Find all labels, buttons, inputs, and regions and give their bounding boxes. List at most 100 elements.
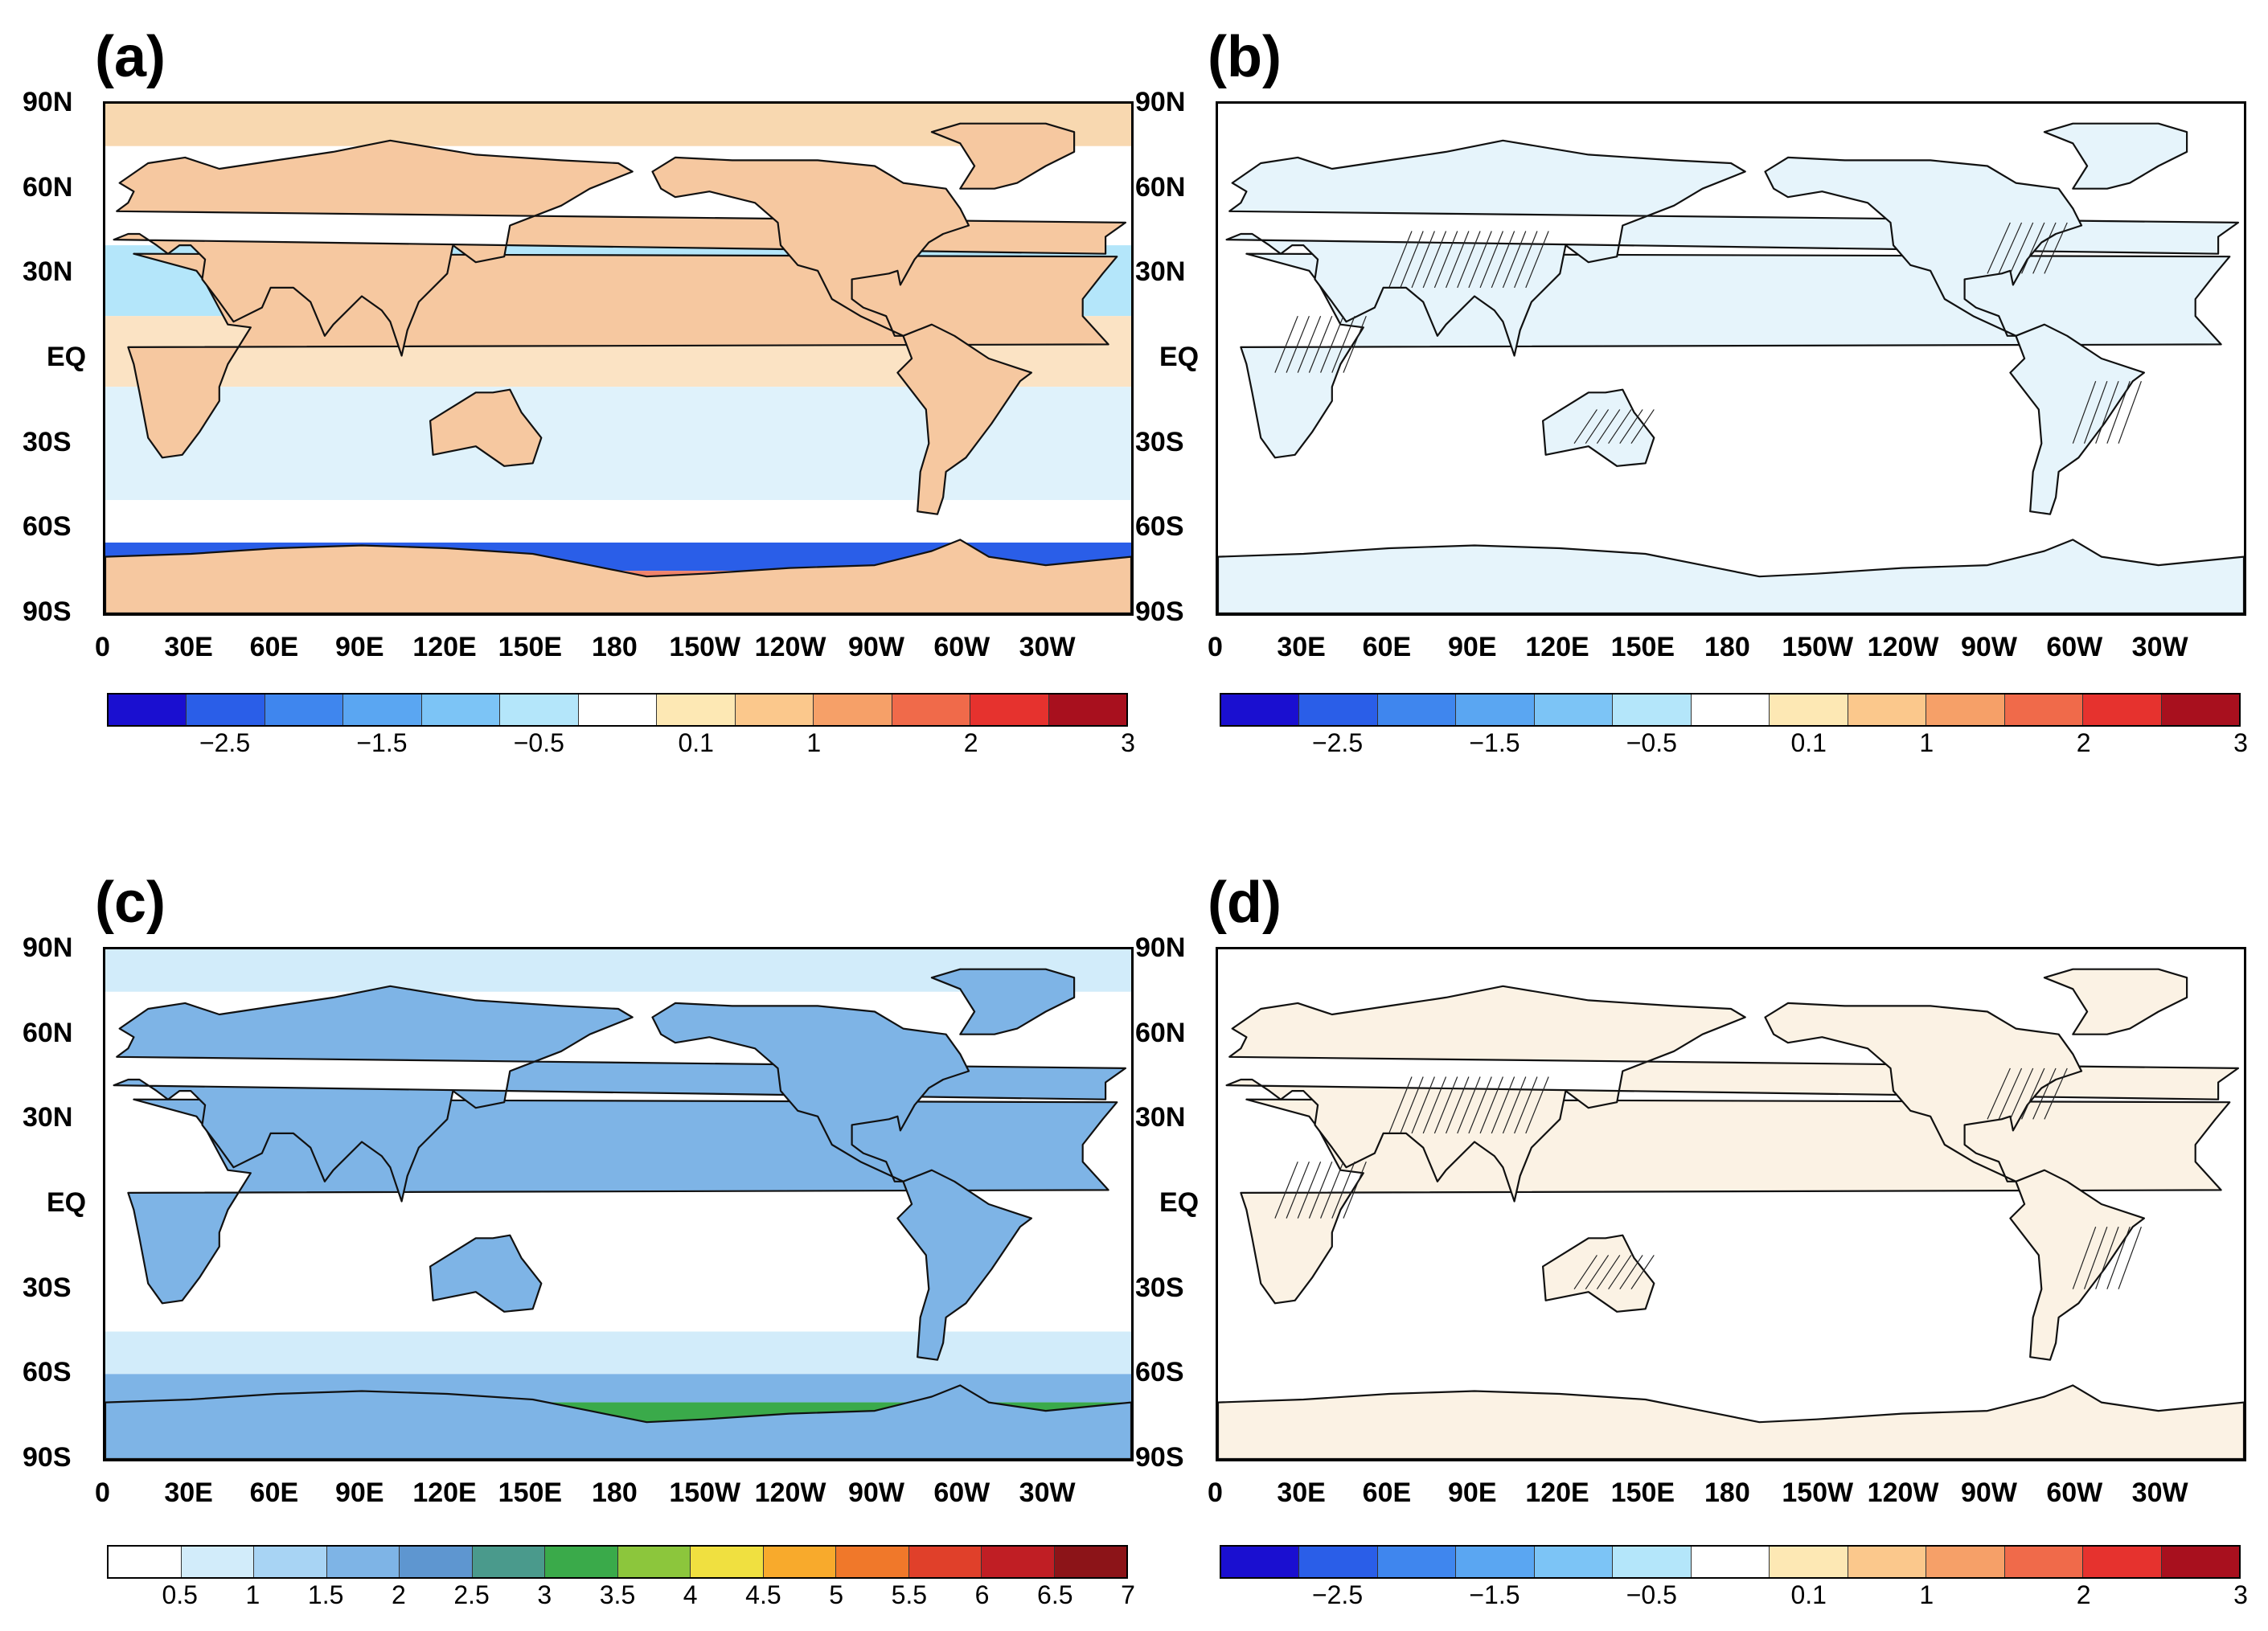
panel-b-hatch-line	[1331, 315, 1355, 373]
panel-d-coastline-southAmerica	[2009, 1169, 2145, 1361]
panel-b-colorbar-label: 1	[1919, 728, 1934, 757]
panel-b-lat-tick: 30N	[1135, 256, 1186, 288]
panel-b-hatch-line	[1514, 231, 1538, 289]
panel-d-colorbar-label: −1.5	[1469, 1580, 1520, 1609]
panel-b-colorbar-box	[1299, 695, 1378, 725]
panel-b-colorbar-label: −1.5	[1469, 728, 1520, 757]
panel-d-hatch-line	[1468, 1076, 1492, 1134]
panel-d-hatch-line	[1479, 1076, 1504, 1134]
panel-c-colorbar	[107, 1545, 1128, 1579]
panel-b-lon-tick: 180	[1704, 632, 1750, 662]
panel-d-hatch-line	[1320, 1161, 1344, 1219]
panel-a-colorbar-box	[265, 695, 344, 725]
panel-d-lon-tick: 0	[1208, 1477, 1223, 1508]
panel-b-colorbar-label: −2.5	[1311, 728, 1364, 757]
panel-c-colorbar-box	[400, 1547, 473, 1577]
panel-c-lon-tick: 150E	[498, 1477, 563, 1508]
panel-c-colorbar-box	[254, 1547, 327, 1577]
panel-b-lon-tick: 120W	[1867, 632, 1939, 662]
panel-c-lat-tick: 30N	[23, 1102, 73, 1133]
panel-c-colorbar-label: 2.5	[453, 1580, 490, 1609]
panel-c-coastline-antarctica	[105, 1384, 1131, 1459]
panel-b-hatch-line	[1468, 231, 1492, 289]
panel-a-lat-tick: 90N	[23, 87, 73, 117]
panel-a-lat-tick: EQ	[47, 342, 87, 372]
panel-d-hatch-line	[1411, 1076, 1435, 1134]
panel-c-colorbar-box	[836, 1547, 909, 1577]
panel-a-map	[103, 101, 1134, 616]
panel-c-coastline-southAmerica	[896, 1169, 1032, 1361]
panel-c-colorbar-box	[109, 1547, 182, 1577]
panel-b-colorbar-box	[1691, 695, 1770, 725]
panel-d-coastline-antarctica	[1218, 1384, 2244, 1459]
panel-d-colorbar-box	[2083, 1547, 2162, 1577]
panel-c-colorbar-label: 4.5	[745, 1580, 781, 1609]
panel-d-hatch-line	[2044, 1068, 2068, 1120]
panel-b-hatch-line	[2044, 222, 2068, 274]
panel-d-map-svg	[1218, 949, 2244, 1459]
panel-a-colorbar-box	[421, 695, 501, 725]
panel-a-colorbar-box	[814, 695, 892, 725]
panel-d-hatch-line	[1630, 1255, 1655, 1290]
panel-a-lat-tick: 30N	[23, 256, 73, 288]
panel-d-lon-tick: 120W	[1867, 1477, 1939, 1508]
panel-c-lon-tick: 120E	[412, 1477, 477, 1508]
panel-c-colorbar-label: 2	[391, 1580, 406, 1609]
panel-a-coastline-greenland	[930, 122, 1076, 190]
panel-d-lat-tick: 90N	[1135, 932, 1186, 963]
panel-d-hatch-line	[1608, 1255, 1632, 1290]
panel-c-lat-tick: 90N	[23, 932, 73, 963]
panel-a-colorbar-box	[735, 695, 814, 725]
panel-b-hatch-line	[1608, 409, 1632, 445]
panel-d-lon-tick: 60W	[2046, 1477, 2103, 1508]
panel-d-hatch-line	[1433, 1076, 1458, 1134]
panel-b-colorbar-box	[1377, 695, 1457, 725]
panel-d-lon-tick: 90W	[1961, 1477, 2017, 1508]
panel-d-hatch-line	[2072, 1226, 2097, 1289]
panel-c-colorbar-label: 5.5	[891, 1580, 928, 1609]
panel-a-colorbar-box	[187, 695, 265, 725]
panel-b-colorbar-label: 0.1	[1790, 728, 1827, 757]
panel-c-coastline-northAmerica	[651, 1002, 970, 1182]
panel-b-lon-tick: 0	[1208, 632, 1223, 662]
panel-d-coastline-eurasia	[1225, 985, 2239, 1203]
panel-b-hatch-line	[1585, 409, 1610, 445]
panel-d-lon-tick: 120E	[1525, 1477, 1589, 1508]
panel-a-label: (a)	[95, 25, 166, 89]
panel-d-lon-tick: 30W	[2131, 1477, 2188, 1508]
panel-c-colorbar-box	[908, 1547, 982, 1577]
panel-b-hatch-line	[1596, 409, 1621, 445]
panel-a-coastline-southAmerica	[896, 323, 1032, 515]
panel-b-hatch-line	[1987, 222, 2011, 274]
panel-b-hatch-line	[1308, 315, 1333, 373]
panel-c-colorbar-box	[1054, 1547, 1126, 1577]
panel-d-lon-tick: 150E	[1610, 1477, 1675, 1508]
panel-c-lat-tick: 60N	[23, 1017, 73, 1048]
panel-c-lon-tick: 90W	[848, 1477, 904, 1508]
panel-b-lon-tick: 120E	[1525, 632, 1589, 662]
panel-d-lon-tick: 150W	[1782, 1477, 1854, 1508]
panel-c-colorbar-box	[326, 1547, 400, 1577]
panel-c-coastline-australia	[429, 1234, 543, 1313]
panel-a-colorbar-box	[970, 695, 1049, 725]
panel-b-label: (b)	[1208, 25, 1282, 89]
panel-b-colorbar-box	[2083, 695, 2162, 725]
panel-c-lat-tick: EQ	[47, 1187, 87, 1218]
panel-b-lon-tick: 30E	[1277, 632, 1326, 662]
panel-c-colorbar-box	[982, 1547, 1055, 1577]
panel-d-lon-tick: 90E	[1448, 1477, 1497, 1508]
panel-d-coastline-northAmerica	[1764, 1002, 2083, 1182]
panel-d-colorbar-box	[1613, 1547, 1692, 1577]
panel-a-colorbar-box	[343, 695, 422, 725]
panel-d-hatch-line	[1388, 1076, 1413, 1134]
panel-d-colorbar-box	[1534, 1547, 1614, 1577]
panel-b-hatch-line	[1502, 231, 1527, 289]
panel-a-colorbar-label: 3	[1121, 728, 1135, 757]
panel-b-hatch-line	[1630, 409, 1655, 445]
panel-d-hatch-line	[2106, 1226, 2131, 1289]
panel-a-lon-tick: 120E	[412, 632, 477, 662]
panel-c-colorbar-label: 3	[537, 1580, 552, 1609]
panel-d-colorbar-label: −0.5	[1626, 1580, 1677, 1609]
panel-c-lon-tick: 90E	[335, 1477, 384, 1508]
panel-a-lon-tick: 150W	[669, 632, 741, 662]
